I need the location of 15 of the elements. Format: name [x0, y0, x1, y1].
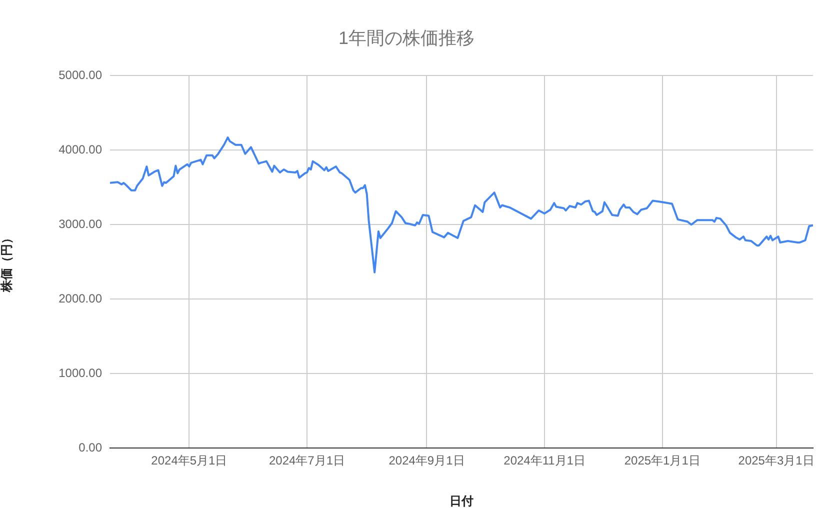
y-tick-label: 2000.00: [58, 291, 102, 306]
x-tick-label: 2024年9月1日: [388, 454, 465, 468]
y-tick-label: 0.00: [78, 440, 102, 455]
x-tick-label: 2024年5月1日: [151, 454, 228, 468]
y-tick-label: 3000.00: [58, 216, 102, 231]
x-tick-label: 2024年11月1日: [504, 454, 586, 468]
y-axis-title: 株価（円）: [0, 232, 14, 293]
y-tick-label: 5000.00: [58, 68, 102, 82]
x-tick-label: 2025年1月1日: [624, 454, 700, 468]
x-tick-label: 2024年7月1日: [268, 454, 346, 468]
y-tick-label: 1000.00: [58, 366, 102, 380]
x-tick-label: 2025年3月1日: [738, 454, 814, 468]
y-tick-label: 4000.00: [58, 142, 102, 156]
chart-title: 1年間の株価推移: [338, 28, 475, 48]
x-axis-title: 日付: [450, 494, 474, 508]
